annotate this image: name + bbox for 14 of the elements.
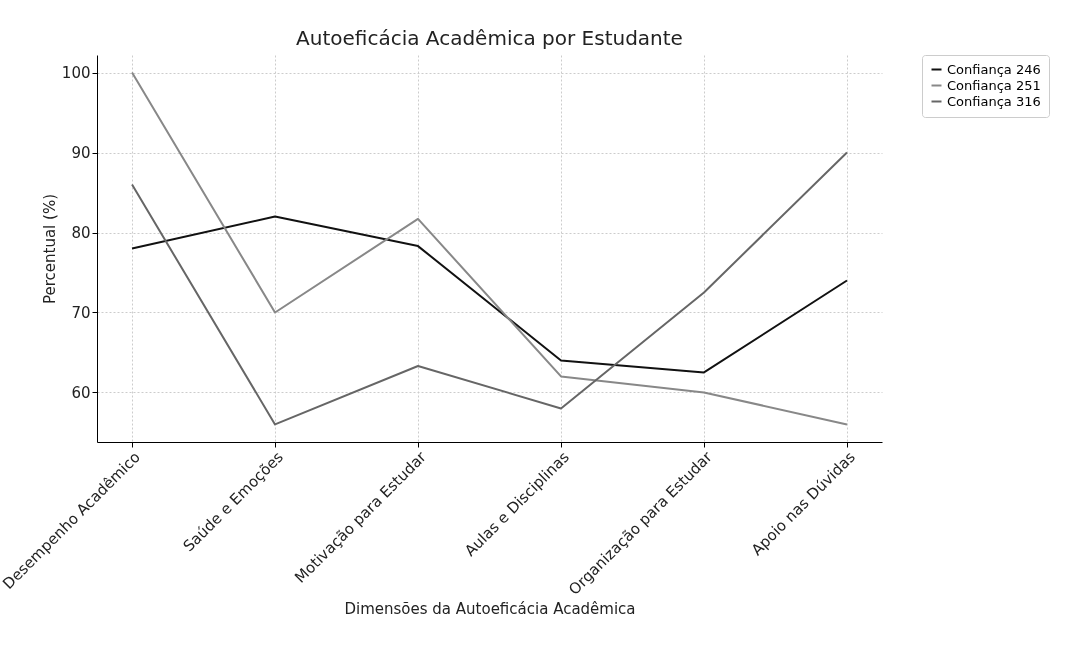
y-tick-label: 100 xyxy=(61,64,91,83)
line-series xyxy=(131,215,848,374)
x-axis-title: Dimensões da Autoeficácia Acadêmica xyxy=(344,599,636,618)
y-axis-title: Percentual (%) xyxy=(40,193,59,305)
y-tick-label: 90 xyxy=(71,144,91,163)
y-tick-label: 80 xyxy=(71,224,91,243)
y-tick-label: 60 xyxy=(71,383,91,402)
line-series xyxy=(131,151,848,426)
chart-title: Autoeficácia Acadêmica por Estudante xyxy=(296,25,683,50)
legend-label: Confiança 316 xyxy=(947,93,1041,109)
y-tick-label: 70 xyxy=(71,303,91,322)
legend-label: Confiança 251 xyxy=(947,77,1041,93)
legend-label: Confiança 246 xyxy=(947,61,1041,77)
line-series xyxy=(131,71,848,426)
